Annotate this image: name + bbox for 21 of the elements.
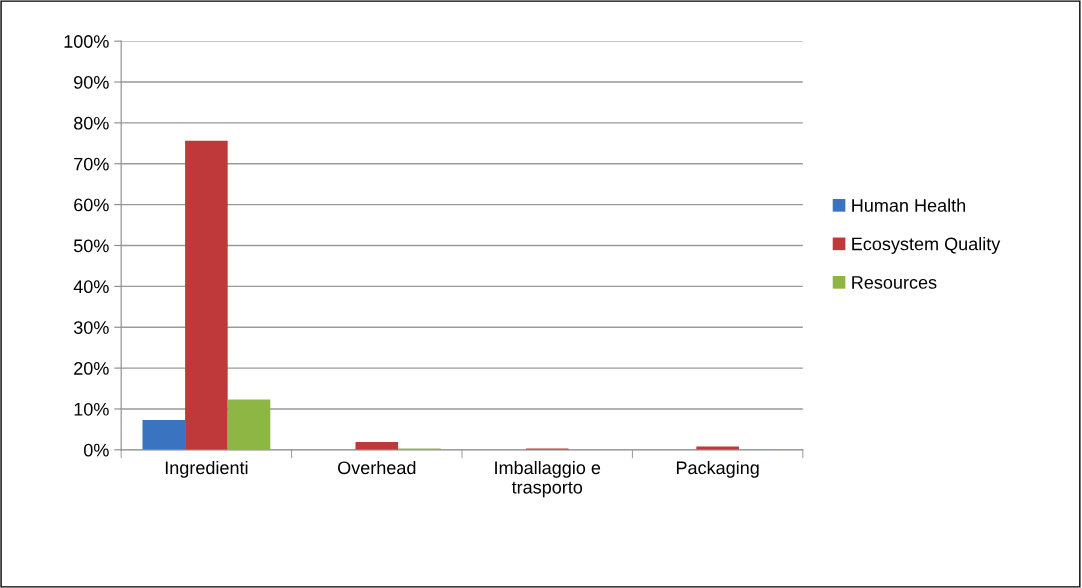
legend-label: Ecosystem Quality: [852, 237, 1001, 254]
bar: [227, 399, 271, 450]
y-tick-label: 20%: [74, 362, 109, 375]
y-tick-label: 0%: [83, 443, 109, 457]
legend-label: Human Health: [852, 198, 966, 212]
y-tick-label: 10%: [74, 402, 109, 416]
y-tick-label: 60%: [74, 198, 109, 212]
y-tick-label: 70%: [74, 157, 109, 171]
x-tick-label: Overhead: [338, 460, 416, 475]
bar: [142, 419, 186, 450]
y-tick-label: 30%: [73, 321, 109, 334]
y-tick-label: 50%: [73, 239, 109, 253]
x-tick-label: Ingredienti: [165, 460, 248, 478]
bar: [185, 140, 228, 450]
legend-label: Resources: [852, 276, 937, 289]
y-tick-label: 80%: [74, 116, 109, 130]
y-tick-label: 40%: [73, 280, 109, 294]
y-tick-label: 90%: [74, 75, 109, 89]
x-tick-label: Packaging: [676, 460, 759, 478]
y-tick-label: 100%: [64, 35, 109, 48]
x-tick-label: Imballaggio e trasporto: [495, 460, 601, 498]
